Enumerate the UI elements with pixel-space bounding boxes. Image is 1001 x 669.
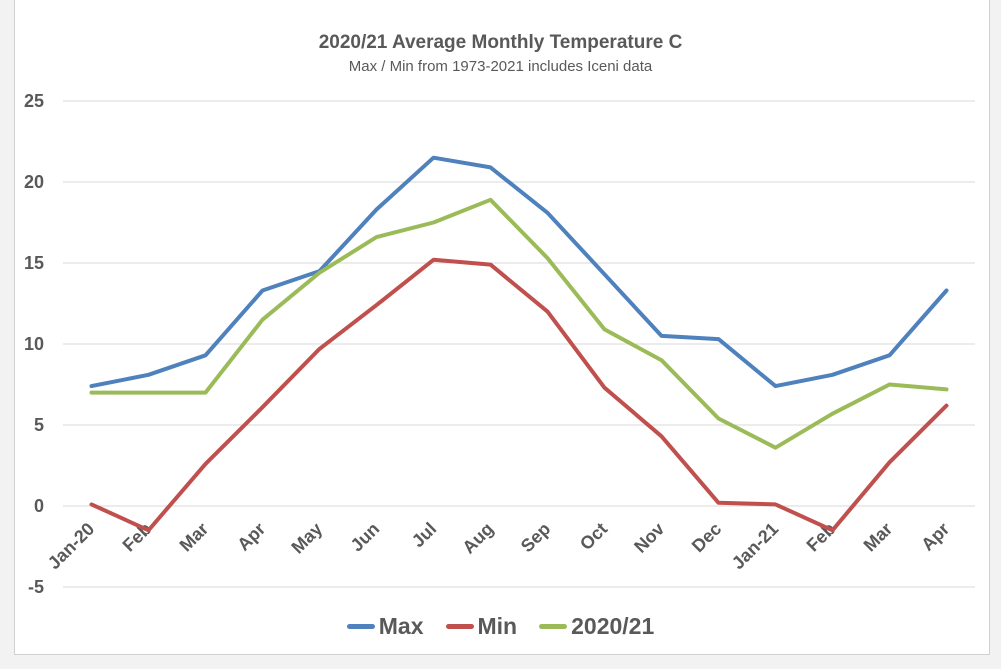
x-tick-label: Mar: [176, 519, 213, 556]
chart-subtitle: Max / Min from 1973-2021 includes Iceni …: [348, 58, 653, 75]
x-tick-label: Aug: [458, 519, 497, 558]
x-tick-label: Jan-21: [728, 519, 782, 573]
y-tick-label: 0: [34, 496, 44, 516]
x-tick-label: Jan-20: [44, 519, 98, 573]
x-tick-label: Nov: [630, 519, 668, 557]
legend-label: 2020/21: [571, 613, 655, 639]
chart-frame: [14, 0, 990, 655]
series-line-min: [89, 257, 949, 533]
y-tick-label: -5: [28, 577, 44, 597]
x-tick-label: Jun: [347, 519, 384, 556]
x-tick-label: Jul: [408, 519, 441, 552]
legend: Max Min 2020/21: [0, 613, 1001, 640]
x-tick-label: Dec: [688, 519, 725, 556]
y-tick-label: 5: [34, 415, 44, 435]
legend-swatch: [346, 624, 375, 629]
x-tick-label: May: [287, 519, 326, 558]
x-tick-label: Apr: [233, 519, 269, 555]
x-tick-label: Apr: [917, 519, 953, 555]
y-tick-label: 20: [24, 172, 44, 192]
series-line-2020-21: [89, 197, 949, 450]
y-tick-label: 15: [24, 253, 44, 273]
x-tick-label: Mar: [860, 519, 897, 556]
legend-item: 2020/21: [539, 613, 654, 640]
y-tick-label: 25: [24, 91, 44, 111]
x-tick-label: Sep: [517, 519, 554, 556]
legend-item: Min: [445, 613, 518, 640]
legend-swatch: [445, 624, 474, 629]
y-tick-label: 10: [24, 334, 44, 354]
legend-item: Max: [346, 613, 424, 640]
x-tick-label: Oct: [576, 519, 611, 554]
legend-swatch: [539, 624, 568, 629]
series-line-max: [89, 155, 949, 389]
legend-label: Max: [378, 613, 424, 639]
chart-title: 2020/21 Average Monthly Temperature C: [318, 32, 683, 53]
legend-label: Min: [477, 613, 518, 639]
